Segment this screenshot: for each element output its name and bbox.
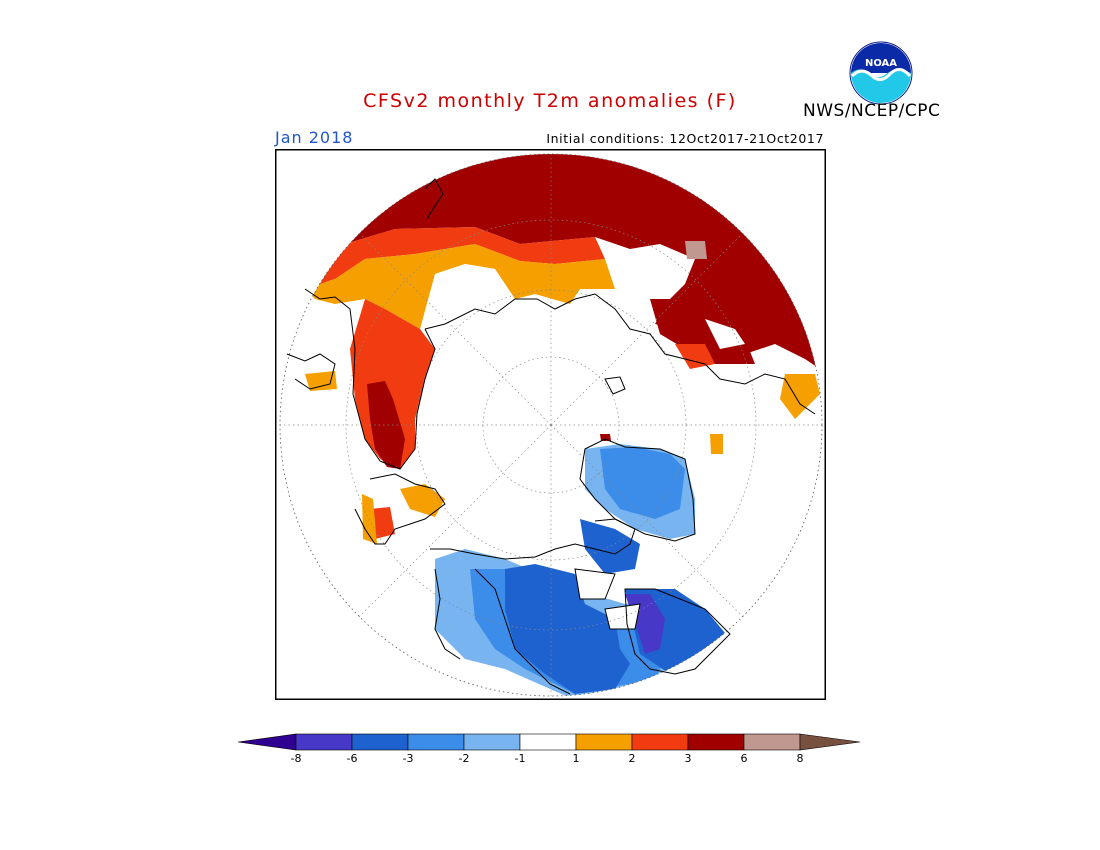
colorbar-bin [687, 733, 745, 751]
colorbar-bin [407, 733, 465, 751]
colorbar-tick-label: 3 [684, 752, 692, 765]
colorbar-bin [295, 733, 353, 751]
warm-anomaly-band-3 [305, 227, 605, 289]
coastlines [286, 178, 816, 695]
colorbar-tick-label: 6 [740, 752, 748, 765]
anomaly-field [280, 154, 822, 696]
colorbar-tick-label: -2 [458, 752, 470, 765]
colorbar-tick-label: -3 [402, 752, 414, 765]
colorbar-bin [743, 733, 801, 751]
initial-conditions: Initial conditions: 12Oct2017-21Oct2017 [546, 131, 824, 146]
colorbar-tick-label: 2 [628, 752, 636, 765]
map-boundary-circle [279, 153, 823, 697]
colorbar-bin [631, 733, 689, 751]
colorbar [238, 733, 861, 751]
colorbar-arrow-low [238, 733, 297, 751]
noaa-logo-text: NOAA [865, 58, 897, 69]
colorbar-bin [519, 733, 577, 751]
forecast-month: Jan 2018 [275, 128, 354, 147]
warm-anomaly-greenland-core [367, 381, 405, 469]
colorbar-tick-label: -6 [346, 752, 358, 765]
colorbar-tick-label: 1 [572, 752, 580, 765]
colorbar-tick-label: 8 [796, 752, 804, 765]
polar-map [275, 149, 826, 700]
map-title: CFSv2 monthly T2m anomalies (F) [363, 90, 737, 112]
colorbar-tick-label: -1 [514, 752, 526, 765]
colorbar-bin [463, 733, 521, 751]
cold-anomaly-strong [505, 564, 630, 694]
colorbar-arrow-high [799, 733, 861, 751]
agency-label: NWS/NCEP/CPC [803, 101, 941, 121]
colorbar-bin [351, 733, 409, 751]
colorbar-bin [575, 733, 633, 751]
noaa-logo: NOAA [848, 40, 914, 110]
colorbar-tick-label: -8 [290, 752, 302, 765]
